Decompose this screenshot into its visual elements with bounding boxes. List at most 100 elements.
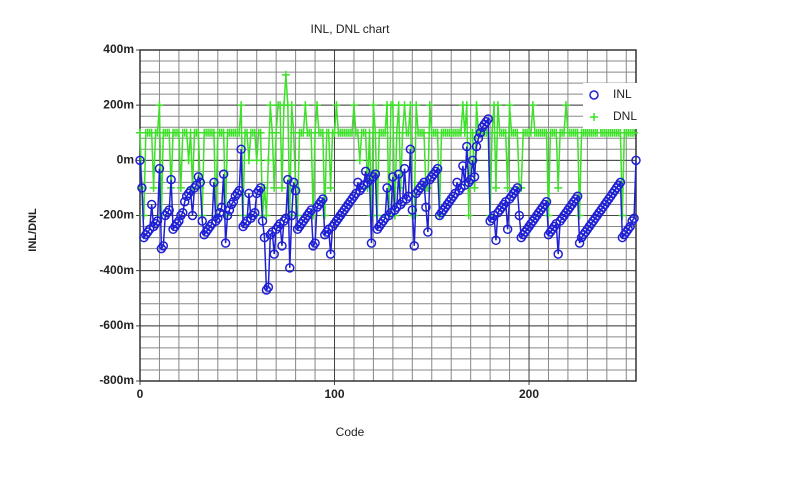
marker [178,207,188,218]
marker [286,210,297,221]
marker [256,128,265,137]
marker [412,101,421,110]
marker [575,211,584,220]
marker [512,183,523,193]
marker [287,101,296,110]
marker [152,216,163,226]
marker [320,211,329,220]
legend-label: INL [613,87,632,101]
marker [179,196,190,207]
marker [462,141,472,152]
y-tick-label: 0m [117,153,134,167]
marker [209,177,219,188]
marker [483,114,493,124]
marker [222,210,233,221]
marker [236,144,246,155]
marker [407,205,418,215]
marker [139,211,148,220]
marker [176,183,185,192]
marker [629,213,639,224]
marker [432,163,443,174]
marker [544,211,553,220]
y-tick-label: -200m [99,208,134,222]
marker [467,155,478,166]
x-tick-label: 0 [137,387,144,401]
marker [630,128,639,137]
legend-label: DNL [613,109,637,123]
marker [326,183,335,192]
marker [264,156,273,165]
marker [370,169,381,179]
marker [553,249,563,259]
marker [425,101,434,110]
legend-marker [589,90,599,100]
marker [475,128,486,138]
marker [502,224,513,235]
marker [318,194,328,204]
marker [473,133,484,144]
marker [263,282,274,292]
x-axis-label: Code [336,425,365,439]
marker [464,211,473,220]
marker [469,172,480,182]
marker [146,199,157,210]
marker [257,216,268,226]
marker [255,183,266,193]
y-tick-label: 200m [103,97,134,111]
marker [301,101,310,110]
marker [281,213,291,224]
marker [158,241,169,251]
marker [262,211,271,220]
marker [541,196,552,207]
marker [393,169,404,179]
marker [193,172,204,182]
marker [218,169,229,179]
marker [325,249,336,259]
marker [313,101,322,110]
marker [514,210,525,221]
marker [285,263,295,273]
marker [360,166,371,177]
marker [310,238,320,248]
marker [472,101,481,110]
y-tick-label: 400m [103,42,134,56]
marker [174,216,184,226]
marker [228,196,239,207]
marker [272,128,281,137]
marker [631,155,641,166]
marker [405,144,416,155]
marker [166,174,176,185]
marker [224,205,235,215]
marker [283,174,293,185]
marker [528,101,537,110]
marker [355,156,364,165]
y-axis-label: INL/DNL [27,208,39,252]
marker [470,183,479,192]
marker [149,183,158,192]
marker [154,163,165,174]
marker [197,216,207,226]
marker [244,156,253,165]
marker [462,101,471,110]
marker [381,128,390,137]
marker [281,70,290,79]
marker [187,210,198,221]
marker [349,101,358,110]
y-tick-label: -800m [99,373,134,387]
marker [213,213,223,224]
marker [419,177,429,188]
marker [306,205,316,215]
marker [404,128,413,137]
marker [488,128,497,137]
marker [388,172,398,182]
marker [399,163,410,174]
series [135,114,641,295]
marker [250,207,260,218]
marker [625,221,635,232]
marker [234,185,244,196]
marker [458,161,468,171]
y-tick-label: -600m [99,318,134,332]
marker [574,238,585,248]
marker [195,177,206,188]
